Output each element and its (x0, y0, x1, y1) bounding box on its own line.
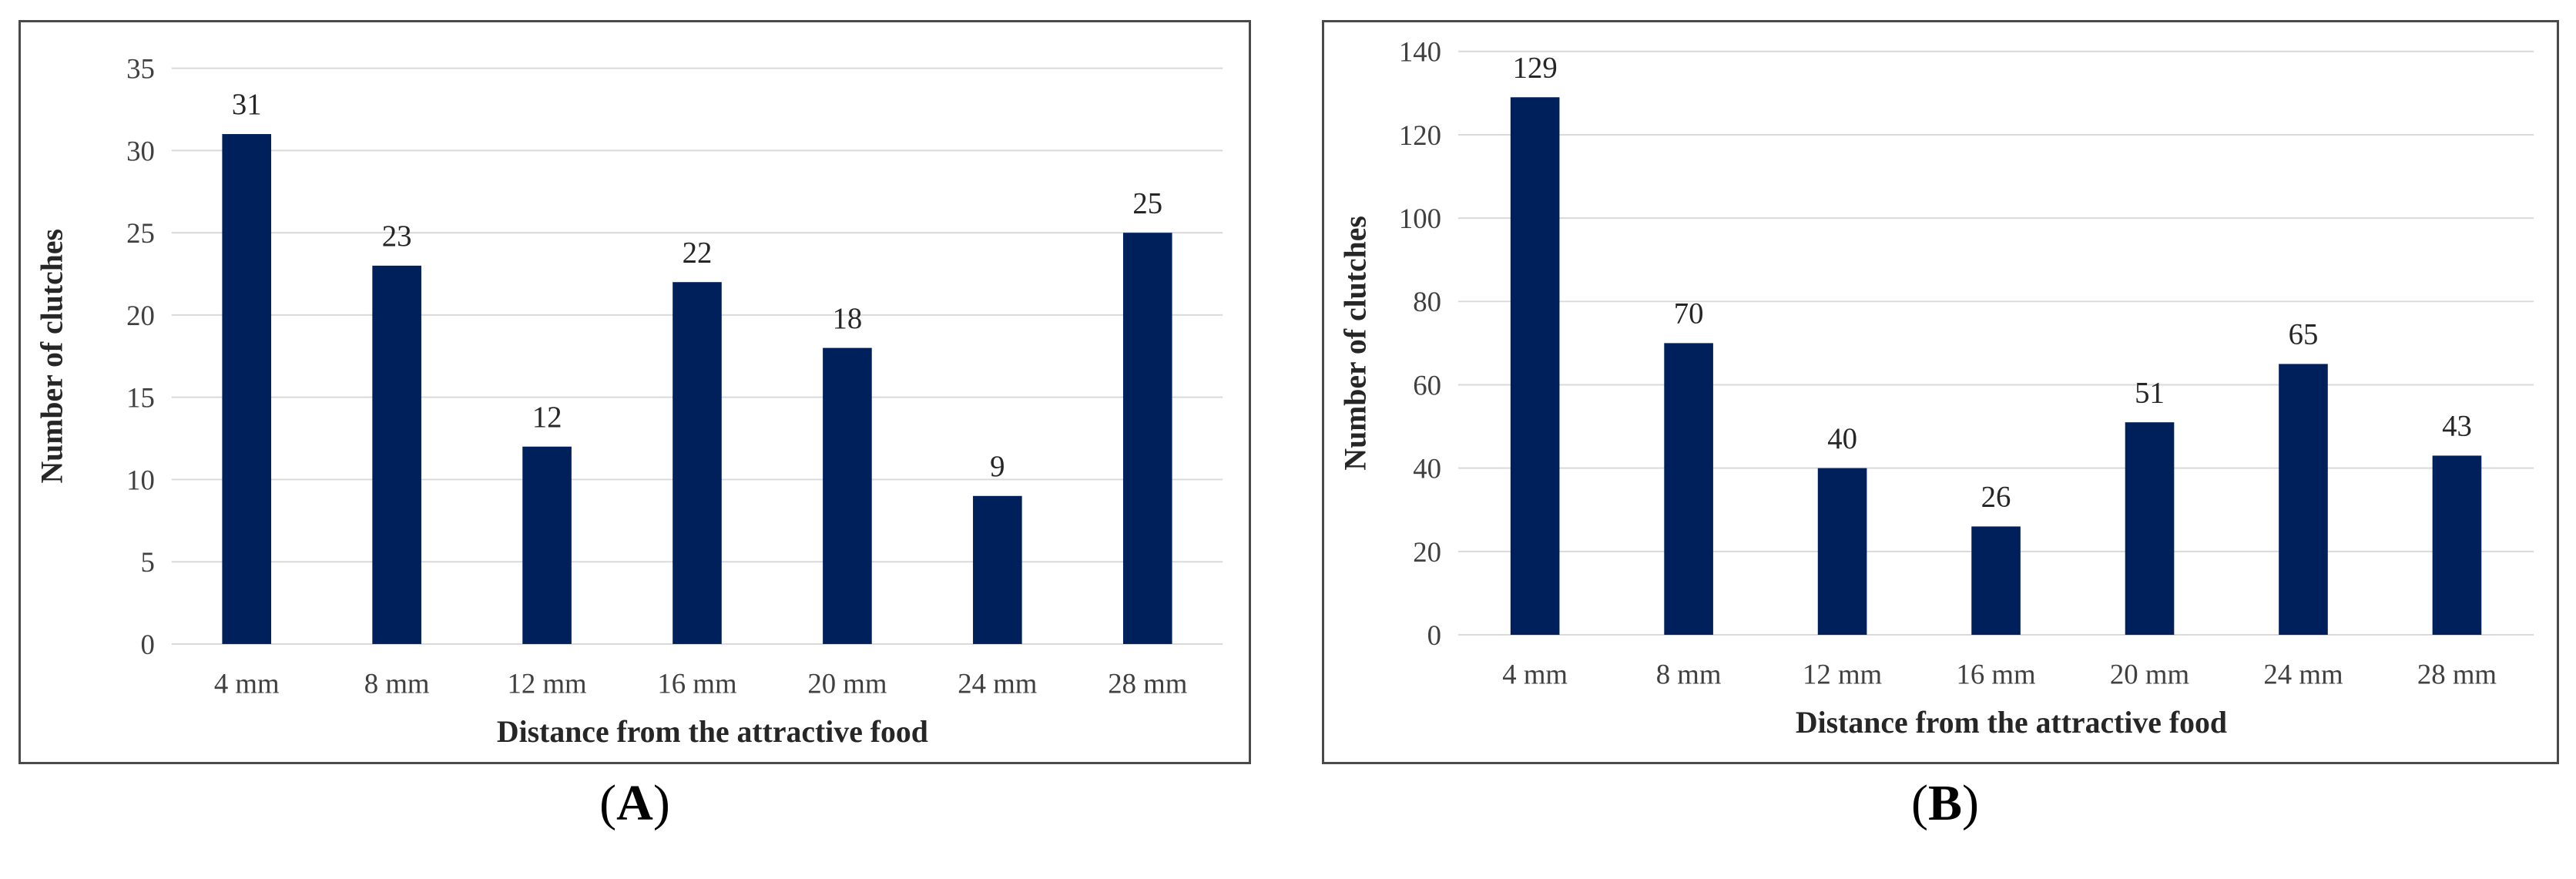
bar (823, 347, 872, 644)
bar (372, 265, 421, 644)
y-tick-label: 120 (1399, 119, 1441, 151)
data-label: 25 (1132, 186, 1162, 220)
data-label: 40 (1827, 422, 1857, 455)
bar (522, 446, 572, 644)
y-tick-label: 25 (126, 217, 155, 249)
y-tick-label: 20 (126, 300, 155, 331)
y-tick-label: 80 (1413, 286, 1441, 317)
y-tick-label: 30 (126, 135, 155, 166)
x-tick-label: 12 mm (507, 668, 587, 700)
panel-label-b: (B) (1911, 775, 1979, 831)
data-label: 70 (1674, 297, 1704, 330)
x-tick-label: 4 mm (214, 668, 280, 700)
data-label: 12 (532, 401, 562, 434)
data-label: 51 (2135, 376, 2165, 409)
data-label: 9 (990, 450, 1005, 483)
bar (1817, 468, 1867, 636)
data-label: 129 (1513, 51, 1558, 84)
bar-chart-b: 0 20 40 60 80 100 120 140 129 4 mm 70 8 mm 40 12 mm 26… (1339, 36, 2534, 740)
bar (2432, 455, 2482, 636)
x-axis-title: Distance from the attractive food (1796, 706, 2227, 740)
x-tick-label: 16 mm (1956, 659, 2036, 690)
bar (222, 134, 272, 644)
data-label: 18 (833, 302, 863, 335)
data-label: 23 (382, 220, 412, 253)
y-tick-label: 0 (1427, 619, 1441, 651)
y-axis-title: Number of clutches (35, 229, 69, 483)
x-tick-label: 8 mm (1656, 659, 1722, 690)
x-tick-label: 8 mm (364, 668, 430, 700)
y-tick-label: 15 (126, 382, 155, 414)
chart-panel-a: 0 5 10 15 20 25 30 35 31 4 mm 23 8 mm 12 12 mm 22 16 mm… (18, 20, 1251, 764)
x-tick-label: 24 mm (2263, 659, 2343, 690)
bar (673, 282, 722, 644)
bar (1510, 97, 1560, 636)
data-label: 43 (2442, 410, 2472, 443)
x-tick-label: 16 mm (657, 668, 737, 700)
x-tick-label: 28 mm (2417, 659, 2497, 690)
x-tick-label: 28 mm (1108, 668, 1188, 700)
bar (973, 495, 1022, 644)
x-tick-label: 12 mm (1803, 659, 1883, 690)
y-tick-label: 20 (1413, 536, 1441, 568)
y-axis-title: Number of clutches (1339, 216, 1373, 470)
bar (2279, 364, 2328, 636)
y-tick-label: 0 (141, 629, 155, 660)
y-tick-label: 5 (141, 546, 155, 578)
data-label: 26 (1981, 481, 2011, 514)
y-tick-label: 35 (126, 53, 155, 85)
y-tick-label: 100 (1399, 203, 1441, 234)
panel-label-a: (A) (599, 775, 670, 831)
chart-panel-b: 0 20 40 60 80 100 120 140 129 4 mm 70 8 mm 40 12 mm 26… (1322, 20, 2559, 764)
bar (1122, 233, 1172, 644)
y-tick-label: 40 (1413, 453, 1441, 485)
data-label: 65 (2289, 318, 2319, 351)
y-tick-label: 10 (126, 464, 155, 495)
x-tick-label: 4 mm (1502, 659, 1568, 690)
data-label: 31 (232, 88, 262, 121)
x-tick-label: 20 mm (807, 668, 887, 700)
bar (1664, 343, 1713, 636)
bar (2125, 422, 2175, 636)
bar (1971, 526, 2021, 636)
y-tick-label: 140 (1399, 36, 1441, 68)
bar-chart-a: 0 5 10 15 20 25 30 35 31 4 mm 23 8 mm 12 12 mm 22 16 mm… (35, 53, 1223, 749)
data-label: 22 (683, 236, 713, 269)
x-tick-label: 20 mm (2110, 659, 2190, 690)
x-tick-label: 24 mm (958, 668, 1038, 700)
x-axis-title: Distance from the attractive food (497, 715, 928, 749)
y-tick-label: 60 (1413, 369, 1441, 401)
